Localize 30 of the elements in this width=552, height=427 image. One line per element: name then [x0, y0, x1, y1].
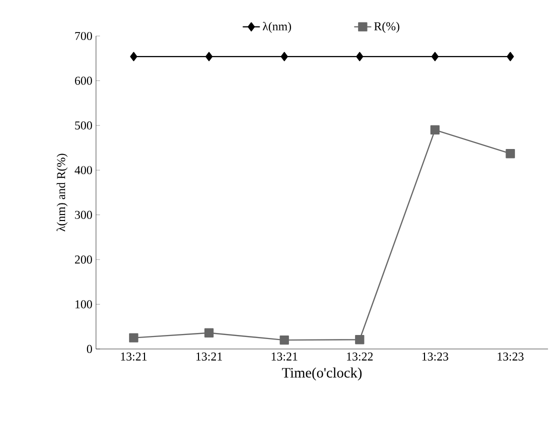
point	[356, 52, 364, 62]
x-tick-label: 13:23	[498, 352, 524, 361]
point	[430, 125, 440, 134]
point	[130, 52, 138, 62]
point	[355, 334, 364, 344]
y-tick-label: 0	[86, 344, 92, 354]
point	[205, 52, 213, 62]
y-tick-label: 200	[75, 256, 92, 264]
y-tick-label: 300	[75, 210, 92, 219]
y-tick-label: 600	[74, 76, 92, 85]
point	[431, 52, 439, 62]
x-tick-label: 13:21	[196, 352, 222, 361]
x-tick-label: 13:21	[121, 352, 147, 361]
x-axis-title: Time(o'clock)	[282, 368, 362, 381]
x-tick-label: 13:23	[422, 352, 448, 361]
point	[280, 52, 288, 62]
x-tick-label: 13:22	[347, 352, 373, 361]
y-tick-label: 700	[75, 32, 92, 40]
y-tick-label: 500	[75, 121, 92, 130]
legend-label: R(%)	[374, 22, 400, 33]
point	[506, 148, 515, 158]
point	[129, 333, 138, 342]
y-tick-label: 400	[74, 166, 92, 174]
point	[506, 52, 514, 62]
legend-label: λ(nm)	[262, 22, 292, 33]
point	[280, 335, 289, 345]
point	[204, 328, 214, 338]
x-tick-label: 13:21	[272, 352, 298, 361]
y-axis-title: λ(nm) and R(%)	[56, 154, 68, 232]
y-tick-label: 100	[76, 300, 92, 308]
